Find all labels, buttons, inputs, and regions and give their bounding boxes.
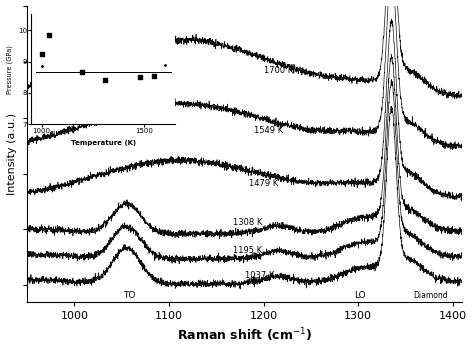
Text: 1549 K: 1549 K xyxy=(254,126,283,135)
X-axis label: Raman shift (cm$^{-1}$): Raman shift (cm$^{-1}$) xyxy=(177,327,312,344)
Text: LO: LO xyxy=(355,291,366,300)
Y-axis label: Intensity (a.u.): Intensity (a.u.) xyxy=(8,113,18,195)
Text: Diamond: Diamond xyxy=(413,291,448,300)
Text: 1195 K: 1195 K xyxy=(233,246,263,255)
Text: 1479 K: 1479 K xyxy=(249,179,279,188)
Text: 1308 K: 1308 K xyxy=(233,218,263,227)
Text: TO: TO xyxy=(123,291,136,300)
Text: 1700 K: 1700 K xyxy=(264,66,293,75)
Text: 1037 K: 1037 K xyxy=(245,272,274,280)
